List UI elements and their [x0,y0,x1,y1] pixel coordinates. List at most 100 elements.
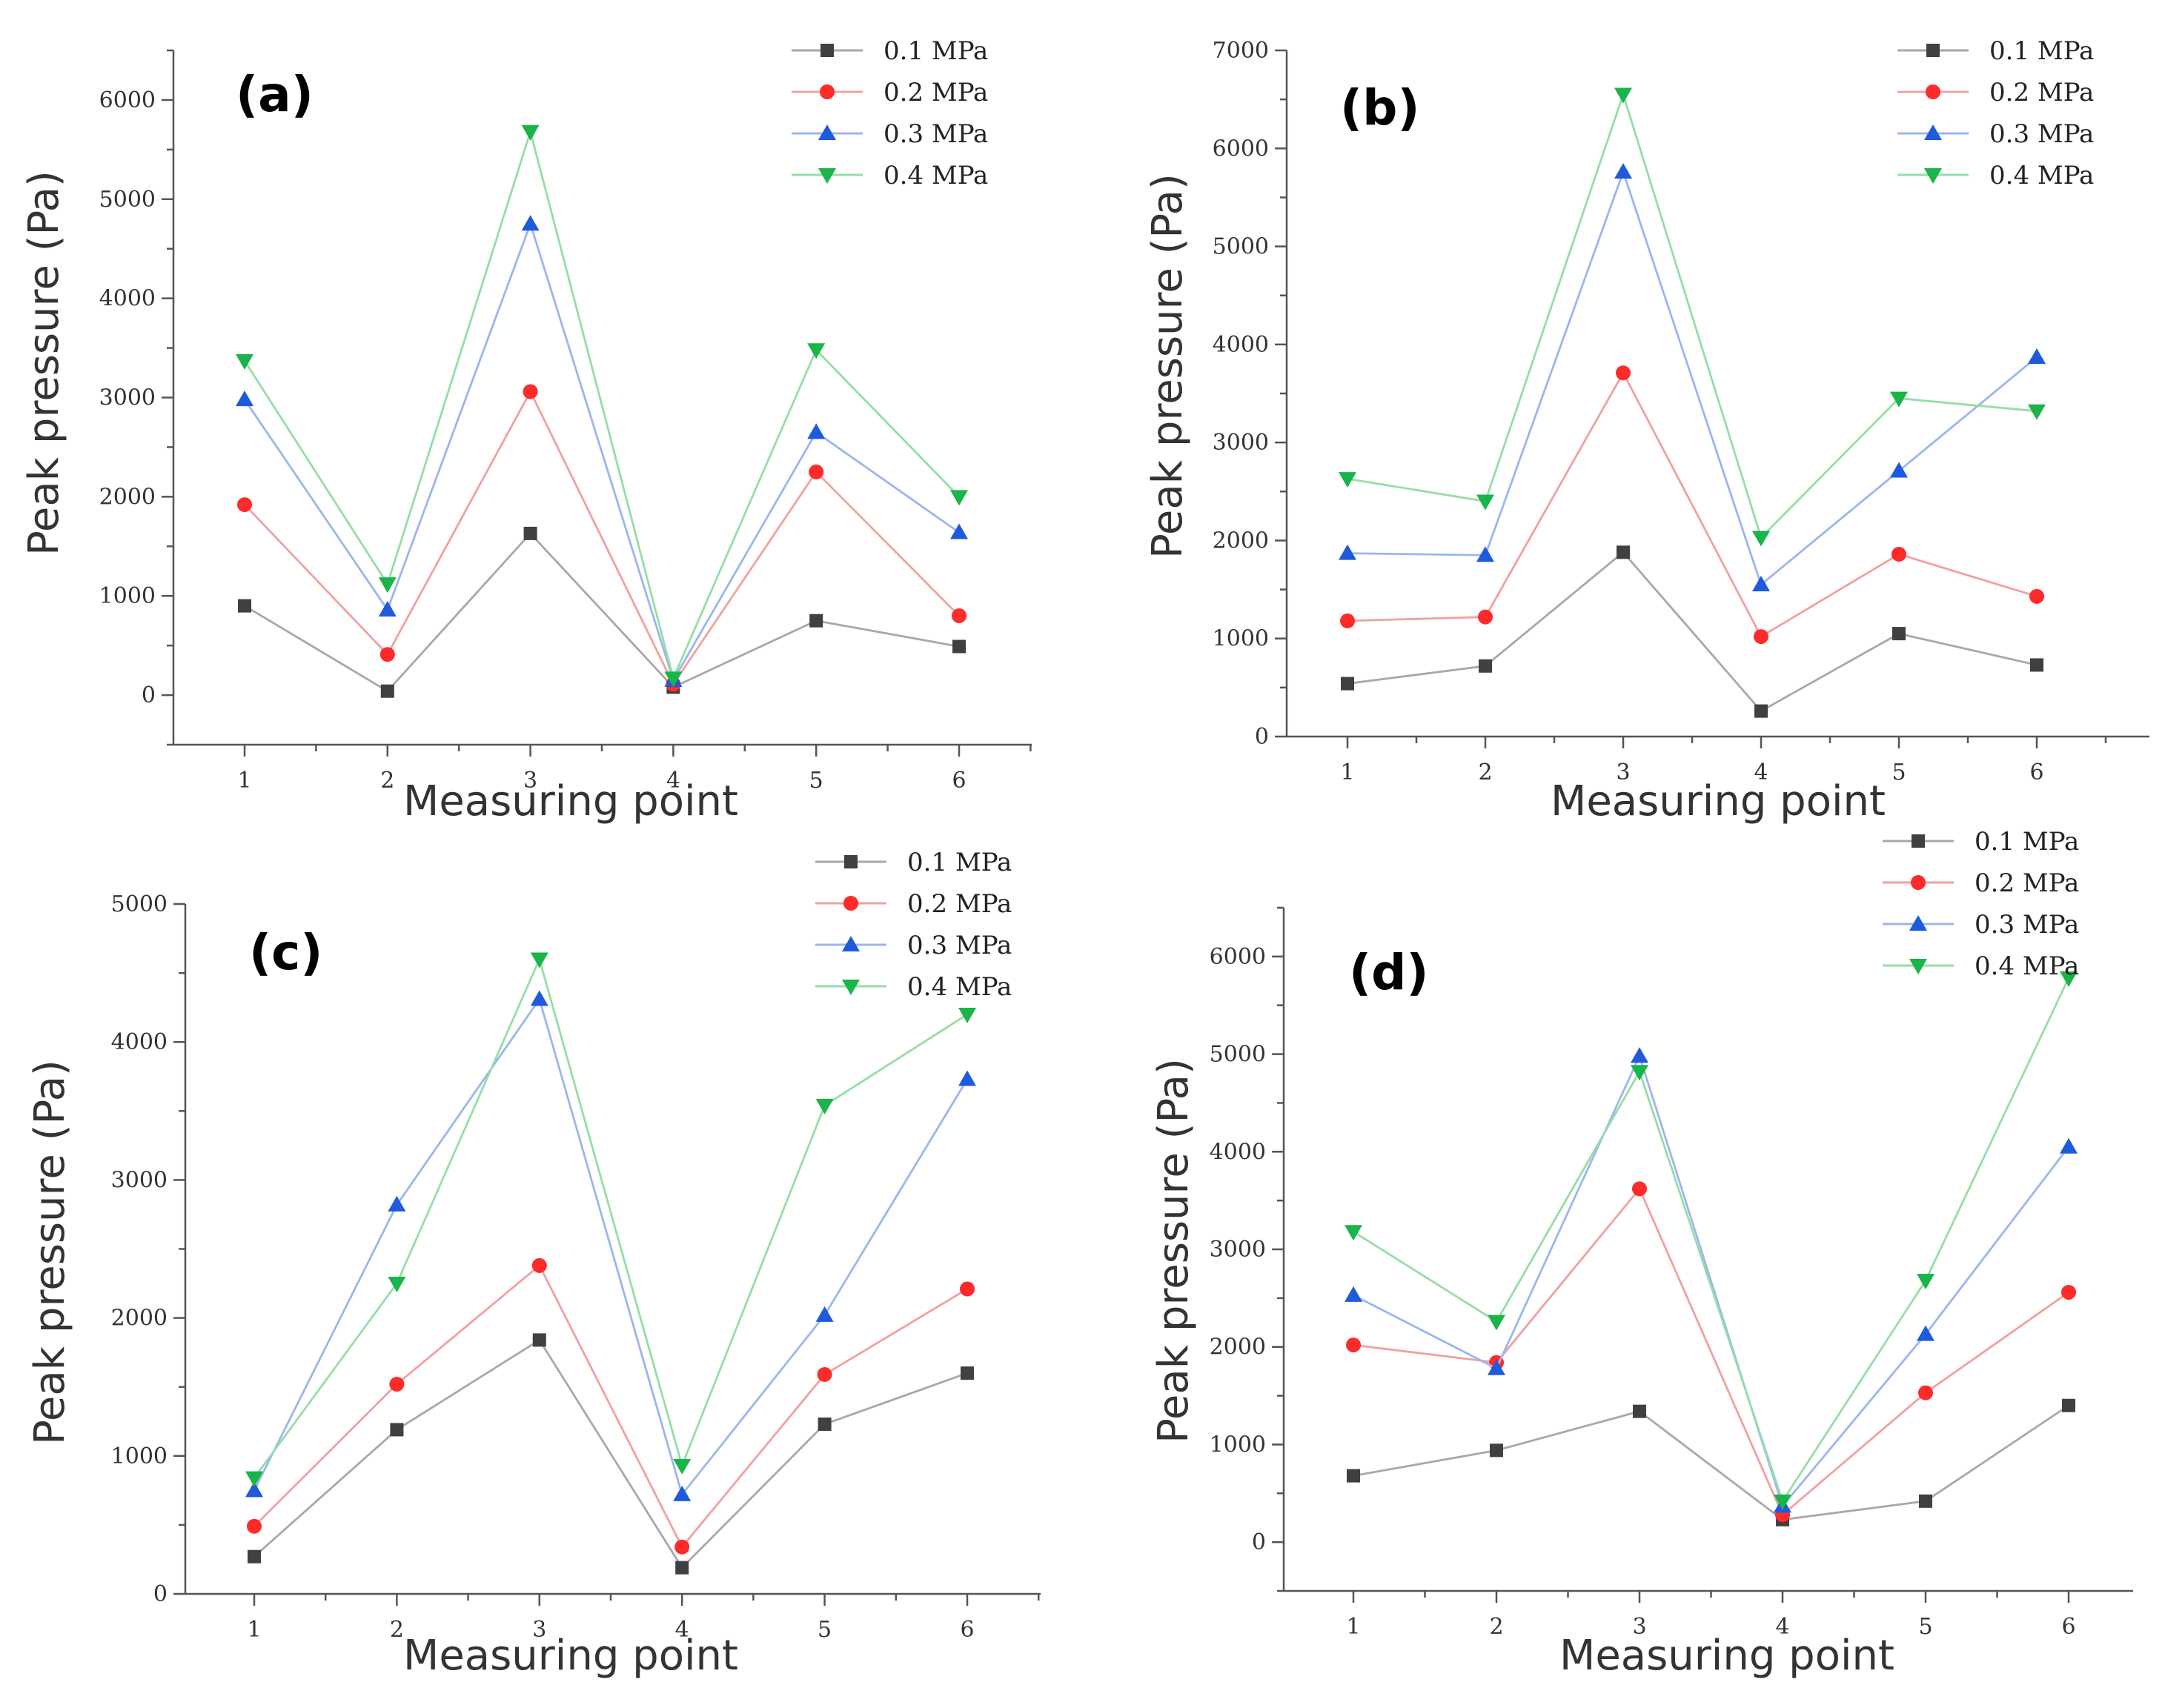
data-point [2029,588,2044,604]
y-tick-label: 4000 [99,286,156,312]
data-point [1919,1494,1932,1508]
y-tick-label: 0 [1255,724,1269,750]
y-tick-label: 2000 [99,484,156,510]
x-tick-label: 1 [247,1617,261,1643]
y-tick-label: 3000 [1213,430,1269,456]
data-point [952,639,966,654]
data-point [532,1333,546,1347]
data-point [1631,1065,1648,1081]
data-point [1345,1225,1362,1241]
legend-marker [843,896,858,911]
data-point [815,1098,834,1114]
legend: 0.1 MPa 0.2 MPa 0.3 MPa 0.4 MPa [1897,36,2094,190]
data-point [2060,971,2078,987]
y-axis-label: Peak pressure (Pa) [1144,173,1192,559]
panel-label: (a) [236,66,314,123]
x-tick-label: 5 [1918,1614,1932,1640]
y-tick-label: 6000 [1210,944,1266,970]
data-point [379,647,395,662]
x-tick-label: 4 [1775,1614,1789,1640]
data-point [958,1070,976,1086]
y-tick-label: 6000 [99,87,156,113]
data-point [380,684,394,698]
series-0-2-MPa [237,384,967,692]
series-line [1347,168,2038,587]
data-point [1754,629,1768,645]
legend-label: 0.4 MPa [907,972,1012,1002]
y-tick-label: 2000 [111,1306,168,1332]
data-point [1774,1494,1791,1510]
y-tick-label: 4000 [1210,1139,1266,1165]
series-0-2-MPa [1340,365,2044,645]
data-point [1890,391,1908,408]
series-line [1353,1186,2069,1517]
data-point [390,1423,404,1437]
x-tick-label: 6 [952,768,966,794]
legend-marker [842,936,860,951]
series-line [1353,1053,2070,1509]
data-point [809,464,824,479]
series-0-4-MPa [236,124,968,688]
data-point [807,343,826,359]
x-tick-label: 4 [1754,760,1768,785]
x-tick-label: 1 [1340,760,1354,785]
legend-marker [1926,44,1940,57]
data-point [389,1376,405,1392]
x-tick-label: 2 [390,1617,404,1643]
y-tick-label: 5000 [99,187,156,213]
legend-label: 0.1 MPa [907,848,1012,877]
series-0-2-MPa [247,1257,975,1555]
data-point [664,671,683,688]
series-0-2-MPa [1346,1181,2076,1523]
panel-c: 0 1000 2000 3000 4000 5000 1 2 3 4 5 6 Measuring poi… [26,848,1041,1680]
data-point [245,1481,263,1498]
data-point [1917,1274,1934,1290]
data-point [1346,1338,1361,1353]
y-tick-label: 2000 [1210,1335,1266,1360]
legend-marker [1909,915,1927,931]
series-line [253,997,969,1497]
data-point [950,523,968,539]
data-point [1752,575,1770,591]
data-point [1479,659,1492,673]
x-tick-label: 3 [523,768,537,794]
legend: 0.1 MPa 0.2 MPa 0.3 MPa 0.4 MPa [792,36,988,190]
data-point [817,1366,832,1382]
y-tick-label: 0 [1252,1529,1266,1555]
legend-marker [842,980,860,995]
data-point [2028,404,2046,420]
x-axis-label: Measuring point [403,1632,738,1680]
panel-label: (d) [1349,944,1429,1001]
data-point [247,1518,262,1534]
series-0-1-MPa [1347,1398,2075,1526]
series-0-4-MPa [245,952,976,1487]
data-point [1340,613,1355,628]
data-point [1339,472,1356,488]
data-point [2061,1284,2076,1300]
series-0-3-MPa [1339,163,2046,591]
series-0-1-MPa [248,1333,974,1575]
data-point [1339,544,1356,560]
y-tick-label: 0 [153,1581,168,1607]
series-line [253,1263,968,1549]
data-point [952,608,967,623]
data-point [248,1549,261,1564]
series-line [1353,1404,2069,1521]
data-point [388,1277,406,1293]
data-point [521,215,540,231]
x-tick-label: 1 [1346,1614,1360,1640]
data-point [388,1195,406,1212]
x-tick-label: 2 [1489,1614,1503,1640]
legend-marker [844,855,858,868]
series-line [1353,977,2070,1504]
series-line [1347,551,2038,713]
data-point [530,952,548,968]
data-point [1633,1404,1646,1418]
data-point [523,526,537,540]
series-0-3-MPa [236,215,968,687]
legend-marker [1911,875,1926,890]
legend-marker [1909,959,1927,974]
x-tick-label: 1 [237,768,251,794]
series-0-4-MPa [1339,87,2046,547]
